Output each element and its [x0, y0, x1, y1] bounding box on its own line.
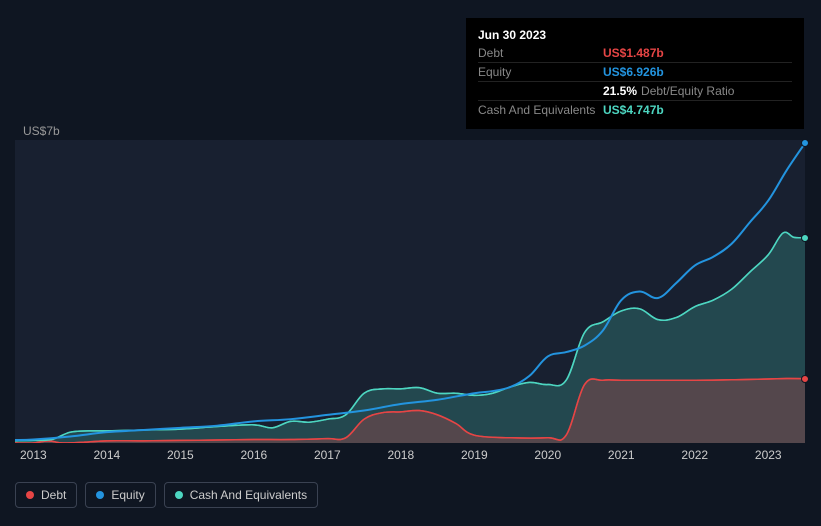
tooltip-row-label	[478, 84, 603, 98]
legend-item-label: Cash And Equivalents	[190, 488, 307, 502]
x-axis-tick: 2018	[387, 448, 414, 462]
tooltip-row-value: 21.5%Debt/Equity Ratio	[603, 84, 734, 98]
equity-dot-icon	[96, 491, 104, 499]
tooltip-row-label: Cash And Equivalents	[478, 103, 603, 117]
tooltip-row: EquityUS$6.926b	[478, 63, 792, 82]
y-axis-max-label: US$7b	[23, 124, 60, 138]
x-axis-tick: 2022	[681, 448, 708, 462]
chart-plot-area[interactable]	[15, 140, 805, 443]
cash-dot-icon	[175, 491, 183, 499]
debt-end-marker	[801, 375, 809, 383]
x-axis-tick: 2017	[314, 448, 341, 462]
x-axis-tick: 2023	[755, 448, 782, 462]
tooltip-date: Jun 30 2023	[478, 28, 792, 42]
cash-end-marker	[801, 234, 809, 242]
tooltip-row-label: Debt	[478, 46, 603, 60]
x-axis-tick: 2019	[461, 448, 488, 462]
legend-item-label: Debt	[41, 488, 66, 502]
debt-dot-icon	[26, 491, 34, 499]
chart-tooltip: Jun 30 2023 DebtUS$1.487bEquityUS$6.926b…	[466, 18, 804, 129]
x-axis-tick: 2020	[534, 448, 561, 462]
x-axis: 2013 2014 2015 2016 2017 2018 2019 2020 2021 2022…	[15, 448, 805, 466]
legend-item-debt[interactable]: Debt	[15, 482, 77, 508]
tooltip-row: DebtUS$1.487b	[478, 44, 792, 63]
x-axis-tick: 2013	[20, 448, 47, 462]
x-axis-tick: 2016	[240, 448, 267, 462]
tooltip-row-value: US$6.926b	[603, 65, 664, 79]
equity-end-marker	[801, 139, 809, 147]
x-axis-tick: 2015	[167, 448, 194, 462]
tooltip-row: 21.5%Debt/Equity Ratio	[478, 82, 792, 101]
legend-item-cash[interactable]: Cash And Equivalents	[164, 482, 318, 508]
tooltip-row-value: US$4.747b	[603, 103, 664, 117]
legend-item-equity[interactable]: Equity	[85, 482, 155, 508]
tooltip-row-label: Equity	[478, 65, 603, 79]
tooltip-row-value: US$1.487b	[603, 46, 664, 60]
legend-item-label: Equity	[111, 488, 144, 502]
chart-legend: Debt Equity Cash And Equivalents	[15, 482, 318, 508]
x-axis-tick: 2021	[608, 448, 635, 462]
x-axis-tick: 2014	[94, 448, 121, 462]
tooltip-row: Cash And EquivalentsUS$4.747b	[478, 101, 792, 119]
